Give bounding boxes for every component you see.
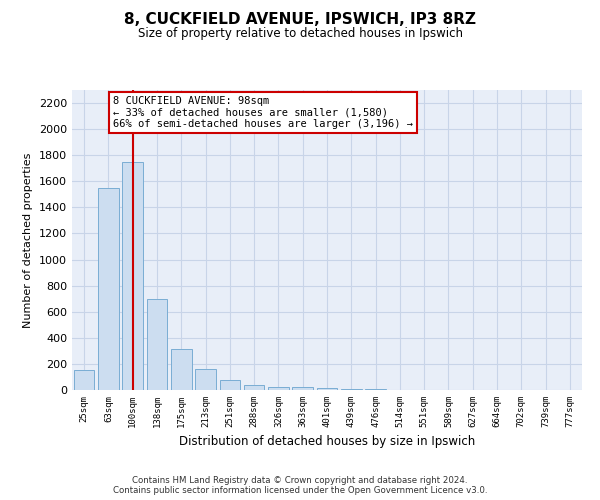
Text: Contains HM Land Registry data © Crown copyright and database right 2024.
Contai: Contains HM Land Registry data © Crown c… — [113, 476, 487, 495]
Bar — [195, 369, 216, 390]
Text: 8 CUCKFIELD AVENUE: 98sqm
← 33% of detached houses are smaller (1,580)
66% of se: 8 CUCKFIELD AVENUE: 98sqm ← 33% of detac… — [113, 96, 413, 129]
Text: Size of property relative to detached houses in Ipswich: Size of property relative to detached ho… — [137, 28, 463, 40]
Bar — [171, 349, 191, 390]
Bar — [220, 380, 240, 390]
Bar — [268, 386, 289, 390]
Bar — [74, 370, 94, 390]
Bar — [244, 385, 265, 390]
Text: Distribution of detached houses by size in Ipswich: Distribution of detached houses by size … — [179, 435, 475, 448]
Bar — [122, 162, 143, 390]
Bar — [317, 388, 337, 390]
Bar — [341, 388, 362, 390]
Bar — [146, 298, 167, 390]
Text: 8, CUCKFIELD AVENUE, IPSWICH, IP3 8RZ: 8, CUCKFIELD AVENUE, IPSWICH, IP3 8RZ — [124, 12, 476, 28]
Bar — [292, 388, 313, 390]
Y-axis label: Number of detached properties: Number of detached properties — [23, 152, 34, 328]
Bar — [98, 188, 119, 390]
